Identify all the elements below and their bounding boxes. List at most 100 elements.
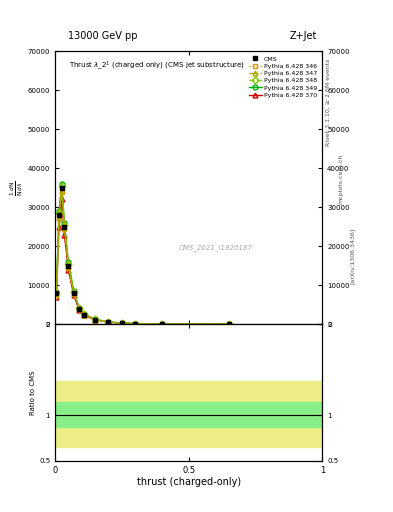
Pythia 6.428 348 [82, 311, 87, 317]
Pythia 6.428 348 [62, 222, 67, 228]
Pythia 6.428 349 [54, 289, 59, 295]
Legend: CMS, Pythia 6.428 346, Pythia 6.428 347, Pythia 6.428 348, Pythia 6.428 349, Pyt: CMS, Pythia 6.428 346, Pythia 6.428 347,… [247, 54, 319, 100]
Pythia 6.428 346 [133, 321, 138, 327]
Pythia 6.428 348 [66, 261, 71, 267]
Pythia 6.428 349 [93, 316, 97, 323]
Pythia 6.428 349 [119, 320, 124, 326]
CMS [133, 321, 138, 327]
Pythia 6.428 348 [160, 321, 164, 327]
Pythia 6.428 346 [82, 312, 87, 318]
Text: Z+Jet: Z+Jet [290, 31, 317, 41]
Pythia 6.428 347 [59, 186, 64, 193]
Pythia 6.428 370 [59, 197, 64, 203]
CMS [93, 316, 97, 323]
Line: Pythia 6.428 346: Pythia 6.428 346 [54, 189, 231, 327]
CMS [82, 311, 87, 317]
Pythia 6.428 370 [72, 292, 76, 298]
Pythia 6.428 346 [62, 226, 67, 232]
Pythia 6.428 346 [54, 292, 59, 298]
Pythia 6.428 347 [77, 305, 81, 311]
Text: [arXiv:1306.3436]: [arXiv:1306.3436] [350, 228, 355, 284]
CMS [54, 290, 59, 296]
Pythia 6.428 347 [106, 319, 111, 325]
Pythia 6.428 346 [57, 216, 61, 222]
Pythia 6.428 347 [119, 320, 124, 326]
Pythia 6.428 348 [106, 319, 111, 325]
CMS [106, 319, 111, 325]
Text: mcplots.cern.ch: mcplots.cern.ch [338, 154, 343, 204]
Line: Pythia 6.428 349: Pythia 6.428 349 [54, 181, 231, 327]
Pythia 6.428 370 [82, 312, 87, 318]
Pythia 6.428 347 [72, 290, 76, 296]
Pythia 6.428 370 [93, 317, 97, 323]
Pythia 6.428 347 [82, 311, 87, 317]
Pythia 6.428 347 [226, 321, 231, 327]
Pythia 6.428 349 [160, 321, 164, 327]
Pythia 6.428 370 [62, 231, 67, 238]
Pythia 6.428 348 [54, 290, 59, 296]
Pythia 6.428 348 [72, 289, 76, 295]
Pythia 6.428 346 [160, 321, 164, 327]
Pythia 6.428 370 [77, 307, 81, 313]
Line: Pythia 6.428 348: Pythia 6.428 348 [54, 183, 231, 327]
Pythia 6.428 349 [133, 321, 138, 327]
Pythia 6.428 349 [226, 321, 231, 327]
Pythia 6.428 346 [93, 317, 97, 323]
Pythia 6.428 347 [160, 321, 164, 327]
Pythia 6.428 346 [72, 291, 76, 297]
Pythia 6.428 370 [119, 320, 124, 326]
Text: Thrust $\lambda$_2$^1$ (charged only) (CMS jet substructure): Thrust $\lambda$_2$^1$ (charged only) (C… [69, 59, 244, 72]
Pythia 6.428 348 [119, 320, 124, 326]
Pythia 6.428 370 [57, 224, 61, 230]
Text: 13000 GeV pp: 13000 GeV pp [68, 31, 138, 41]
Pythia 6.428 346 [66, 265, 71, 271]
Pythia 6.428 349 [62, 220, 67, 226]
Pythia 6.428 347 [62, 224, 67, 230]
Pythia 6.428 348 [226, 321, 231, 327]
X-axis label: thrust (charged-only): thrust (charged-only) [137, 477, 241, 487]
Pythia 6.428 347 [66, 263, 71, 269]
Pythia 6.428 349 [66, 259, 71, 265]
Pythia 6.428 349 [59, 181, 64, 187]
Text: CMS_2021_I1920187: CMS_2021_I1920187 [178, 244, 252, 251]
Pythia 6.428 347 [54, 291, 59, 297]
CMS [119, 320, 124, 326]
Pythia 6.428 370 [66, 267, 71, 273]
Pythia 6.428 347 [57, 214, 61, 220]
Pythia 6.428 370 [106, 319, 111, 325]
Pythia 6.428 349 [77, 305, 81, 311]
CMS [57, 212, 61, 218]
Pythia 6.428 370 [226, 321, 231, 327]
Pythia 6.428 347 [133, 321, 138, 327]
CMS [226, 321, 231, 327]
Y-axis label: Ratio to CMS: Ratio to CMS [30, 370, 36, 415]
Pythia 6.428 349 [72, 288, 76, 294]
Pythia 6.428 349 [57, 208, 61, 214]
CMS [160, 321, 164, 327]
Pythia 6.428 346 [106, 319, 111, 325]
CMS [62, 224, 67, 230]
Pythia 6.428 348 [57, 210, 61, 216]
Line: Pythia 6.428 370: Pythia 6.428 370 [54, 197, 231, 327]
Pythia 6.428 348 [93, 316, 97, 323]
CMS [77, 306, 81, 312]
Pythia 6.428 346 [77, 306, 81, 312]
Pythia 6.428 346 [59, 188, 64, 195]
Pythia 6.428 349 [106, 319, 111, 325]
CMS [59, 185, 64, 191]
Pythia 6.428 346 [226, 321, 231, 327]
CMS [66, 263, 71, 269]
Pythia 6.428 346 [119, 320, 124, 326]
Pythia 6.428 348 [133, 321, 138, 327]
CMS [72, 290, 76, 296]
Y-axis label: $\frac{1}{\mathrm{N}}\frac{d\mathrm{N}}{d\lambda}$: $\frac{1}{\mathrm{N}}\frac{d\mathrm{N}}{… [9, 180, 25, 196]
Pythia 6.428 370 [160, 321, 164, 327]
Line: CMS: CMS [54, 185, 231, 327]
Pythia 6.428 370 [133, 321, 138, 327]
Line: Pythia 6.428 347: Pythia 6.428 347 [54, 187, 231, 327]
Pythia 6.428 348 [77, 305, 81, 311]
Pythia 6.428 348 [59, 183, 64, 189]
Pythia 6.428 347 [93, 316, 97, 323]
Pythia 6.428 349 [82, 311, 87, 317]
Text: Rivet 3.1.10, ≥ 2.6M events: Rivet 3.1.10, ≥ 2.6M events [326, 59, 331, 146]
